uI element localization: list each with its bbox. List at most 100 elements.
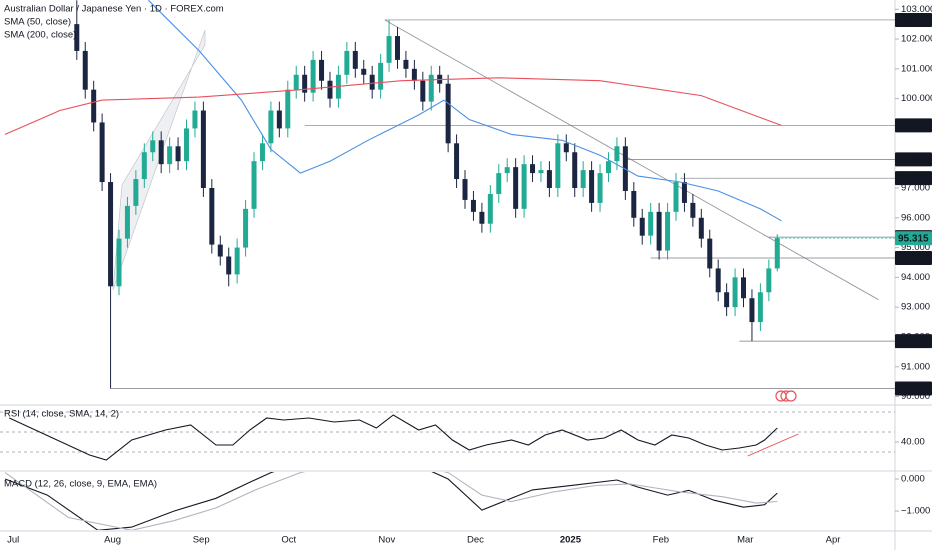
trendline — [384, 19, 879, 301]
candle-body — [698, 217, 704, 239]
price-tag-label: 99.100 — [898, 121, 929, 132]
candle-body — [572, 152, 578, 188]
price-tag-label: 90.270 — [898, 384, 929, 395]
candle-body — [454, 143, 460, 180]
price-tag-label: 95.315 — [898, 233, 929, 244]
series-line — [4, 77, 782, 135]
candle-body — [724, 292, 730, 308]
candle-body — [563, 143, 569, 153]
price-tag-label: 102.640 — [898, 15, 932, 26]
candle-body — [167, 146, 173, 165]
price-tag-label: 91.860 — [898, 336, 929, 347]
price-tag-label: 94.650 — [898, 253, 929, 264]
candle-body — [200, 110, 206, 188]
trendline — [747, 433, 799, 457]
candle-body — [344, 50, 350, 75]
candle-body — [285, 89, 291, 129]
candle-body — [394, 36, 400, 60]
x-tick-label: Apr — [826, 535, 841, 546]
candle-body — [99, 122, 105, 183]
candle-body — [302, 74, 308, 93]
candle-body — [386, 36, 392, 63]
candle-body — [614, 146, 620, 162]
price-tag — [895, 12, 932, 27]
candle-body — [116, 238, 122, 287]
candle-body — [665, 211, 671, 251]
pane-title: MACD (12, 26, close, 9, EMA, EMA) — [4, 479, 157, 490]
series-line — [4, 472, 778, 530]
candle-body — [234, 247, 240, 275]
candle-body — [741, 277, 747, 299]
x-tick-label: Jul — [7, 535, 19, 546]
price-tag — [895, 171, 932, 186]
candle-body — [774, 238, 780, 269]
candle-body — [445, 83, 451, 144]
pane — [4, 472, 778, 530]
candle-body — [327, 80, 333, 99]
candle-body — [580, 170, 586, 188]
candle-body — [513, 167, 519, 209]
candle-body — [74, 24, 80, 51]
pane-title: RSI (14, close, SMA, 14, 2) — [4, 409, 119, 420]
candle-body — [108, 182, 114, 287]
candle-body — [184, 128, 190, 162]
candle-body — [479, 211, 485, 224]
series-line — [9, 414, 778, 461]
y-tick-label: −1.000 — [901, 506, 930, 517]
candle-body — [310, 59, 316, 93]
candle-body — [673, 182, 679, 212]
candle-body — [259, 143, 265, 162]
candle-body — [124, 205, 130, 239]
candle-body — [757, 292, 763, 323]
candle-body — [504, 167, 510, 174]
candle-body — [82, 50, 88, 90]
candle-body — [91, 89, 97, 123]
candle-body — [487, 193, 493, 224]
candle-body — [555, 143, 561, 188]
candle-body — [192, 110, 198, 129]
candle-body — [521, 164, 527, 209]
candle-body — [276, 110, 282, 129]
candle-body — [546, 170, 552, 188]
candle-body — [209, 187, 215, 245]
price-tag — [895, 152, 932, 167]
y-tick-label: 40.00 — [901, 437, 925, 448]
candle-body — [538, 170, 544, 174]
candle-body — [319, 59, 325, 81]
pane — [4, 0, 895, 389]
candle-body — [352, 50, 358, 69]
candle-body — [133, 179, 139, 206]
candle-body — [749, 298, 755, 323]
price-tag — [895, 381, 932, 396]
candle-body — [251, 161, 257, 209]
y-tick-label: 0.000 — [901, 474, 925, 485]
candle-body — [707, 238, 713, 269]
candle-body — [217, 244, 223, 257]
price-tag — [895, 334, 932, 349]
candle-body — [597, 173, 603, 203]
candle-body — [589, 170, 595, 203]
candle-body — [226, 256, 232, 275]
y-tick-label: 90.000 — [901, 391, 930, 402]
x-tick-label: Dec — [467, 535, 484, 546]
candle-body — [378, 62, 384, 90]
candle-body — [158, 140, 164, 165]
price-tag — [895, 231, 932, 246]
candle-body — [268, 110, 274, 144]
y-tick-label: 97.000 — [901, 183, 930, 194]
candle-body — [411, 68, 417, 81]
y-tick-label: 96.000 — [901, 212, 930, 223]
candle-body — [648, 211, 654, 236]
y-tick-label: 91.000 — [901, 361, 930, 372]
candle-body — [530, 164, 536, 174]
chart-title: Australian Dollar / Japanese Yen · 1D · … — [4, 4, 224, 15]
candle-body — [243, 208, 249, 248]
candle-body — [639, 217, 645, 236]
y-tick-label: 102.000 — [901, 34, 932, 45]
y-tick-label: 100.000 — [901, 93, 932, 104]
x-tick-label: Oct — [281, 535, 296, 546]
candle-body — [175, 146, 181, 162]
series-line — [4, 472, 778, 530]
